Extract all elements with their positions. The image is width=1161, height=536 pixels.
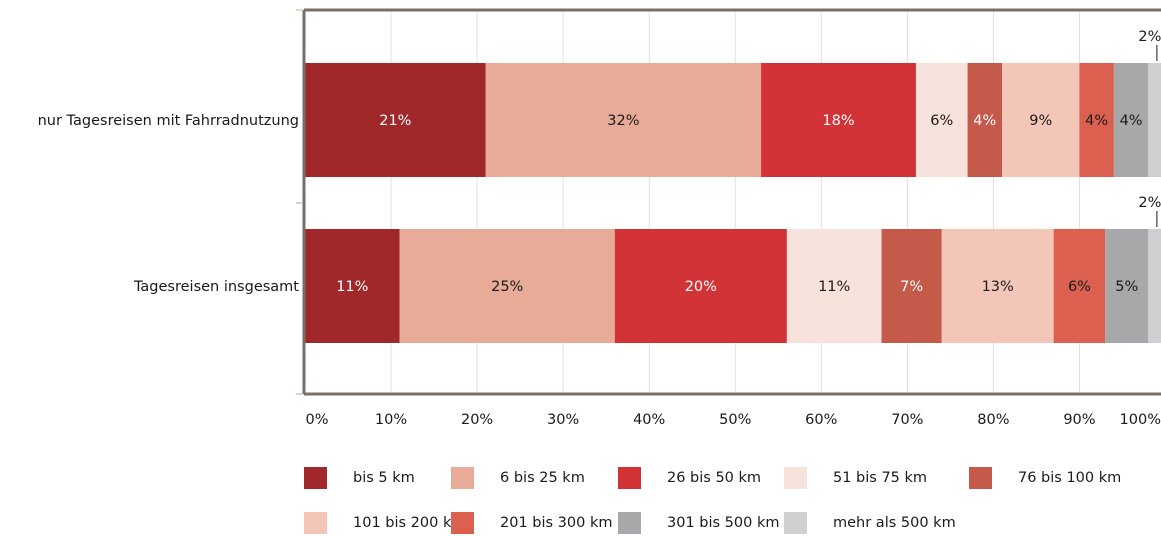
legend-swatch [304,467,327,489]
legend-item: 26 bis 50 km [618,467,761,489]
data-label: 9% [1029,113,1052,129]
legend-swatch [784,512,807,534]
bar-segment [1105,229,1149,343]
x-tick-label: 50% [719,412,751,428]
legend-label: mehr als 500 km [833,515,956,531]
bar-segment [485,63,762,177]
legend-label: 201 bis 300 km [500,515,613,531]
legend-item: 51 bis 75 km [784,467,927,489]
bar-segment [1053,229,1106,343]
legend-item: 6 bis 25 km [451,467,585,489]
bar-segment [761,63,916,177]
bar-segment [1079,63,1114,177]
bar-segment [1148,229,1161,343]
legend: bis 5 km 6 bis 25 km 26 bis 50 km 51 bis 75… [304,462,1144,534]
data-label: 32% [607,113,639,129]
data-label: 2% [1138,195,1161,211]
bar-segment [786,229,882,343]
legend-item: bis 5 km [304,467,415,489]
data-label: 4% [1085,113,1108,129]
category-labels: nur Tagesreisen mit Fahrradnutzung Tagesr… [38,113,300,295]
legend-label: 76 bis 100 km [1018,470,1122,486]
data-label: 6% [930,113,953,129]
bar-segment [614,229,787,343]
data-label: 6% [1068,279,1091,295]
legend-swatch [618,467,641,489]
legend-label: 301 bis 500 km [667,515,780,531]
data-label: 21% [379,113,411,129]
data-label: 18% [822,113,854,129]
legend-label: bis 5 km [353,470,415,486]
legend-swatch [969,467,992,489]
legend-item: 301 bis 500 km [618,512,780,534]
bar-segment [1002,63,1080,177]
legend-item: mehr als 500 km [784,512,956,534]
data-label: 7% [900,279,923,295]
data-label: 4% [973,113,996,129]
bar-segment [941,229,1054,343]
bar-segment [399,229,615,343]
axes [296,8,1161,396]
x-tick-label: 10% [375,412,407,428]
legend-swatch [618,512,641,534]
x-tick-label: 60% [805,412,837,428]
data-label: 2% [1138,29,1161,45]
data-label: 11% [818,279,850,295]
data-label: 13% [982,279,1014,295]
x-tick-label: 90% [1063,412,1095,428]
x-tick-label: 20% [461,412,493,428]
data-label: 20% [685,279,717,295]
legend-label: 26 bis 50 km [667,470,762,486]
bars: 21% 32% 18% 6% 4% 9% 4% 4% 2% 11% 25% 20% 11% 7% 13% 6%… [305,29,1161,343]
legend-item: 201 bis 300 km [451,512,613,534]
category-label: Tagesreisen insgesamt [133,279,299,295]
bar-segment [967,63,1003,177]
bar-segment [881,229,942,343]
bar-segment [915,63,968,177]
x-tick-labels: 0% 10% 20% 30% 40% 50% 60% 70% 80% 90% 100% [305,412,1161,428]
bar-segment [1148,63,1161,177]
bar-segment [305,229,400,343]
x-tick-label: 0% [305,412,328,428]
data-label: 5% [1115,279,1138,295]
legend-item: 101 bis 200 km [304,512,466,534]
category-label: nur Tagesreisen mit Fahrradnutzung [38,113,299,129]
x-tick-label: 40% [633,412,665,428]
legend-swatch [304,512,327,534]
x-tick-label: 100% [1120,412,1161,428]
data-label: 4% [1120,113,1143,129]
x-tick-label: 70% [891,412,923,428]
bar-segment [1113,63,1149,177]
x-tick-label: 30% [547,412,579,428]
legend-label: 101 bis 200 km [353,515,466,531]
legend-label: 6 bis 25 km [500,470,585,486]
data-label: 25% [491,279,523,295]
data-label: 11% [336,279,368,295]
legend-swatch [451,512,474,534]
x-tick-label: 80% [977,412,1009,428]
legend-label: 51 bis 75 km [833,470,928,486]
legend-item: 76 bis 100 km [969,467,1121,489]
legend-swatch [451,467,474,489]
bar-segment [305,63,486,177]
legend-swatch [784,467,807,489]
